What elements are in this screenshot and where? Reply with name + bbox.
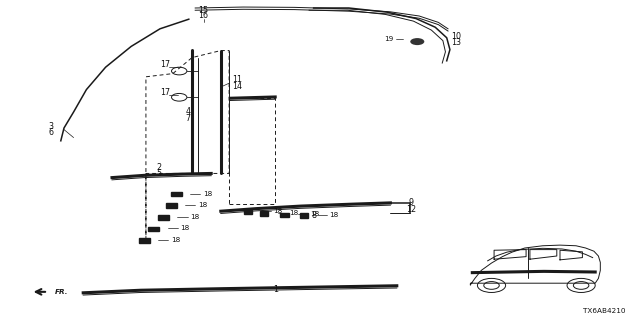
Text: 18: 18 — [289, 210, 298, 216]
Polygon shape — [470, 245, 600, 285]
Text: 18: 18 — [330, 212, 339, 218]
Text: 18: 18 — [171, 237, 180, 243]
Text: 5: 5 — [156, 169, 161, 178]
Bar — [148, 227, 159, 231]
Bar — [280, 213, 289, 217]
Text: 15: 15 — [198, 6, 209, 15]
Bar — [260, 211, 268, 216]
Text: 18: 18 — [310, 212, 319, 217]
Text: 10: 10 — [451, 32, 461, 41]
Text: 6: 6 — [49, 128, 54, 137]
Text: 3: 3 — [49, 122, 54, 131]
Text: 8: 8 — [311, 211, 316, 220]
Circle shape — [410, 38, 424, 45]
Text: 7: 7 — [186, 114, 191, 123]
Bar — [166, 203, 177, 208]
Bar — [139, 238, 150, 243]
Text: FR.: FR. — [54, 289, 68, 295]
Text: 18: 18 — [273, 208, 282, 214]
Text: 19: 19 — [384, 36, 393, 42]
Text: 16: 16 — [198, 11, 209, 20]
Text: 4: 4 — [186, 108, 191, 116]
Text: 2: 2 — [156, 163, 161, 172]
Text: 18: 18 — [190, 214, 199, 220]
Text: 18: 18 — [198, 202, 207, 208]
Text: 17: 17 — [160, 88, 170, 97]
Text: 14: 14 — [232, 82, 242, 91]
Bar — [244, 210, 252, 214]
Bar — [171, 192, 182, 196]
Text: 11: 11 — [232, 76, 242, 84]
Text: 13: 13 — [451, 38, 461, 47]
Bar — [300, 213, 308, 218]
Text: TX6AB4210: TX6AB4210 — [584, 308, 626, 314]
Text: 18: 18 — [180, 225, 189, 231]
Text: 17: 17 — [160, 60, 170, 69]
Text: 9: 9 — [408, 198, 413, 207]
Text: 1: 1 — [273, 285, 278, 294]
Bar — [158, 215, 169, 220]
Text: 12: 12 — [406, 205, 416, 214]
Text: 18: 18 — [203, 191, 212, 196]
